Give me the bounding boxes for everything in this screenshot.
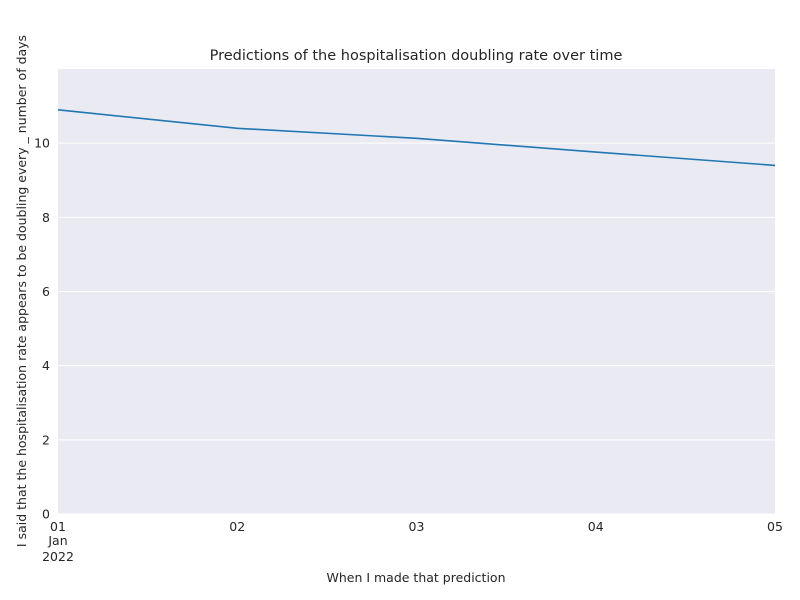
series-line [57,109,776,167]
x-axis-label: When I made that prediction [326,570,505,585]
x-tick-month-label: Jan [47,533,67,548]
x-tick-label: 03 [409,519,425,534]
y-tick-label: 10 [34,136,50,151]
data-lines [57,109,776,167]
chart-title: Predictions of the hospitalisation doubl… [210,48,623,64]
y-axis-ticks: 0 2 4 6 8 10 [34,136,50,522]
x-tick-label: 01 [50,519,66,534]
y-axis-label: I said that the hospitalisation rate app… [14,35,29,547]
x-tick-label: 04 [588,519,604,534]
y-tick-label: 0 [42,507,50,522]
x-tick-year-label: 2022 [42,549,74,564]
gridlines [58,142,775,515]
x-tick-label: 02 [229,519,245,534]
y-tick-label: 8 [42,210,50,225]
x-tick-label: 05 [767,519,783,534]
y-tick-label: 4 [42,358,50,373]
y-tick-label: 2 [42,432,50,447]
y-tick-label: 6 [42,284,50,299]
